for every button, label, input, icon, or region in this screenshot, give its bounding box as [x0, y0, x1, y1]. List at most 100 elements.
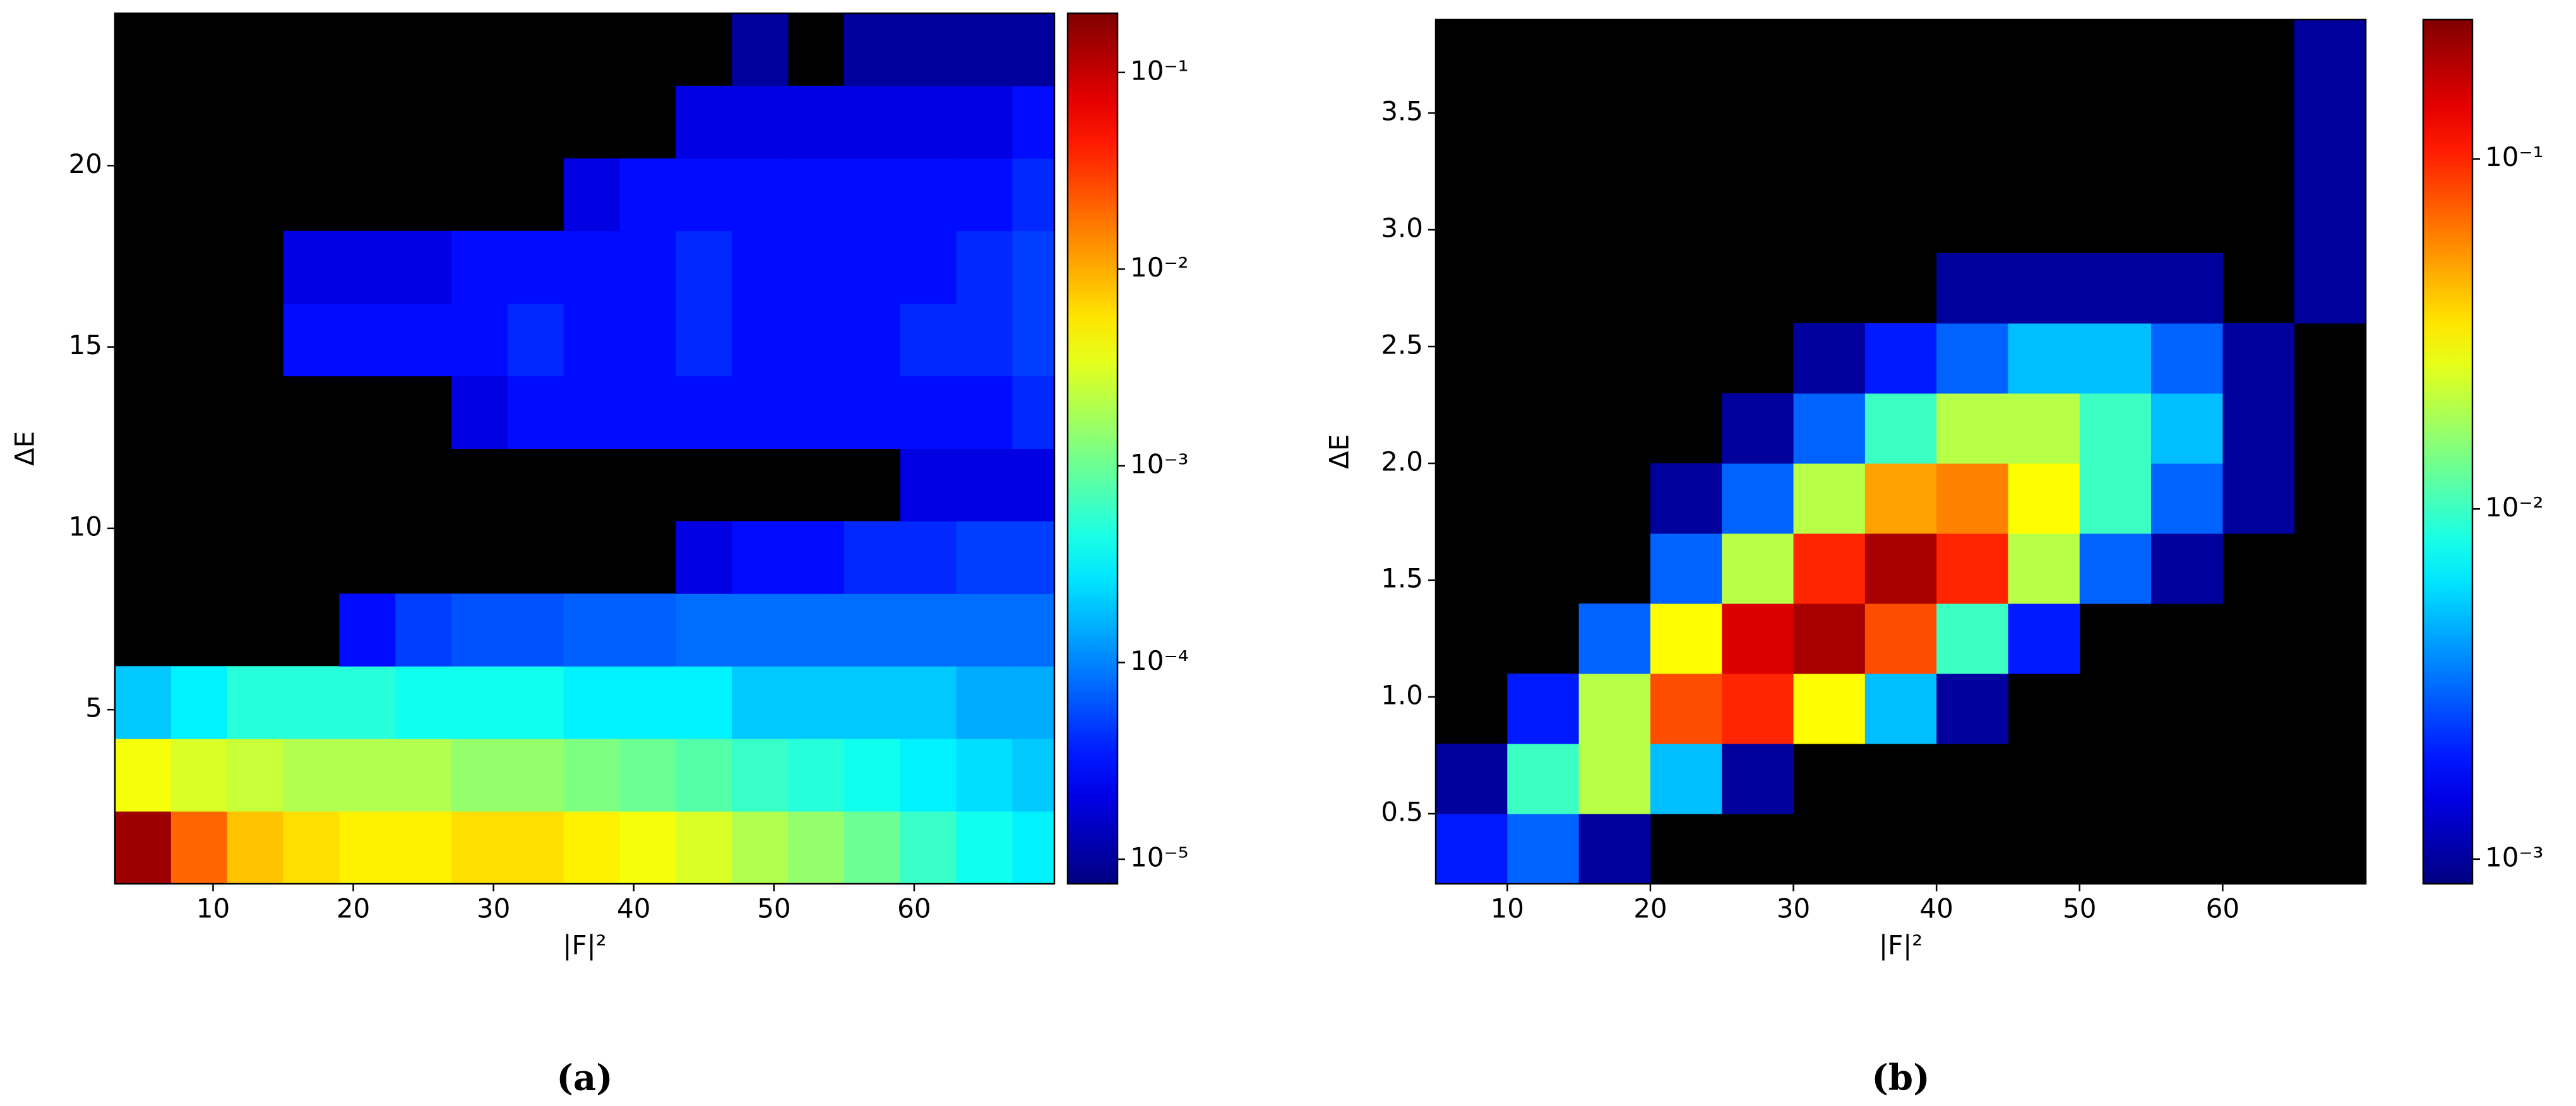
heatmap-cell: [115, 739, 172, 812]
heatmap-cell: [1012, 811, 1055, 884]
heatmap-cell: [844, 666, 901, 739]
y-tick-label: 2.5: [1381, 330, 1423, 360]
heatmap-cell: [283, 230, 340, 304]
heatmap-cell: [2222, 463, 2295, 534]
heatmap-cell: [900, 448, 957, 521]
heatmap-cell: [956, 666, 1013, 739]
heatmap-cell: [900, 739, 957, 812]
heatmap-cell: [788, 593, 845, 667]
x-axis-label: |F|²: [1879, 930, 1923, 961]
y-tick-label: 0.5: [1381, 797, 1423, 828]
colorbar-tick-label: 10⁻¹: [1130, 55, 1188, 86]
heatmap-cell: [900, 593, 957, 667]
heatmap-cell: [507, 376, 564, 449]
heatmap-cell: [956, 230, 1013, 304]
heatmap-cell: [507, 811, 564, 884]
heatmap-cell: [732, 521, 789, 594]
heatmap-cell: [451, 666, 508, 739]
heatmap-cell: [1507, 814, 1580, 884]
heatmap-cell: [283, 303, 340, 377]
heatmap-cell: [956, 158, 1013, 232]
heatmap-cell: [676, 303, 732, 377]
heatmap-cell: [900, 158, 957, 232]
heatmap-cell: [788, 376, 845, 449]
y-tick-label: 10: [69, 511, 102, 542]
heatmap-cell: [2294, 20, 2366, 114]
heatmap-cell: [844, 303, 901, 377]
x-tick-label: 20: [1633, 893, 1667, 924]
heatmap-cell: [1864, 323, 1937, 394]
heatmap-cell: [732, 158, 789, 232]
heatmap-cell: [339, 230, 396, 304]
heatmap-cell: [732, 739, 789, 812]
heatmap-cell: [1793, 604, 1866, 674]
heatmap-cell: [1864, 604, 1937, 674]
heatmap-cell: [732, 666, 789, 739]
y-tick-label: 1.0: [1381, 680, 1423, 711]
heatmap-cell: [788, 85, 845, 159]
heatmap-cell: [451, 303, 508, 377]
heatmap-cell: [1507, 674, 1580, 744]
heatmap-cell: [788, 230, 845, 304]
heatmap-cell: [732, 230, 789, 304]
heatmap-cell: [227, 811, 284, 884]
heatmap-cell: [956, 521, 1013, 594]
heatmap-cell: [283, 666, 340, 739]
heatmap-cell: [507, 666, 564, 739]
heatmap-cell: [2151, 393, 2223, 464]
heatmap-cell: [1864, 463, 1937, 534]
heatmap-cell: [956, 303, 1013, 377]
heatmap-cell: [844, 230, 901, 304]
heatmap-cell: [2151, 533, 2223, 604]
heatmap-cell: [619, 230, 676, 304]
heatmap-cell: [2294, 113, 2366, 184]
heatmap-cell: [395, 593, 452, 667]
heatmap-cell: [1936, 253, 2008, 324]
colorbar: [2422, 18, 2474, 885]
heatmap-cell: [2151, 323, 2223, 394]
heatmap-cell: [2008, 253, 2080, 324]
colorbar-tick-label: 10⁻³: [2485, 841, 2543, 872]
heatmap-cell: [563, 158, 621, 232]
heatmap-cell: [788, 303, 845, 377]
heatmap-cell: [1722, 674, 1794, 744]
heatmap-cell: [563, 811, 621, 884]
heatmap-cell: [339, 811, 396, 884]
heatmap-cell: [1936, 604, 2008, 674]
heatmap-cell: [732, 811, 789, 884]
x-tick-label: 30: [477, 893, 510, 924]
heatmap-cell: [619, 303, 676, 377]
y-tick-label: 3.5: [1381, 96, 1423, 127]
heatmap-cell: [619, 593, 676, 667]
heatmap-cell: [788, 739, 845, 812]
heatmap-cell: [1578, 604, 1651, 674]
heatmap-cell: [676, 811, 732, 884]
heatmap-cell: [788, 811, 845, 884]
heatmap-cell: [900, 85, 957, 159]
heatmap-cell: [676, 521, 732, 594]
heatmap-cell: [1012, 158, 1055, 232]
heatmap-cell: [1936, 323, 2008, 394]
heatmap-cell: [676, 666, 732, 739]
heatmap-cell: [2079, 323, 2152, 394]
colorbar: [1066, 12, 1119, 885]
axes-frame: [114, 12, 1056, 885]
heatmap-cell: [844, 13, 901, 86]
y-axis-label: ΔE: [9, 431, 40, 466]
heatmap-cell: [732, 85, 789, 159]
caption: (a): [556, 1057, 612, 1099]
heatmap-cell: [900, 521, 957, 594]
x-tick-label: 60: [2206, 893, 2239, 924]
heatmap-cell: [1012, 230, 1055, 304]
heatmap-cell: [788, 158, 845, 232]
heatmap-cell: [2008, 604, 2080, 674]
heatmap-cell: [507, 739, 564, 812]
heatmap-cell: [956, 448, 1013, 521]
heatmap-cell: [788, 521, 845, 594]
heatmap-cell: [227, 739, 284, 812]
heatmap-cell: [1722, 744, 1794, 814]
heatmap-cell: [507, 593, 564, 667]
x-tick-label: 10: [1491, 893, 1524, 924]
heatmap-cell: [1722, 533, 1794, 604]
heatmap-cell: [732, 593, 789, 667]
